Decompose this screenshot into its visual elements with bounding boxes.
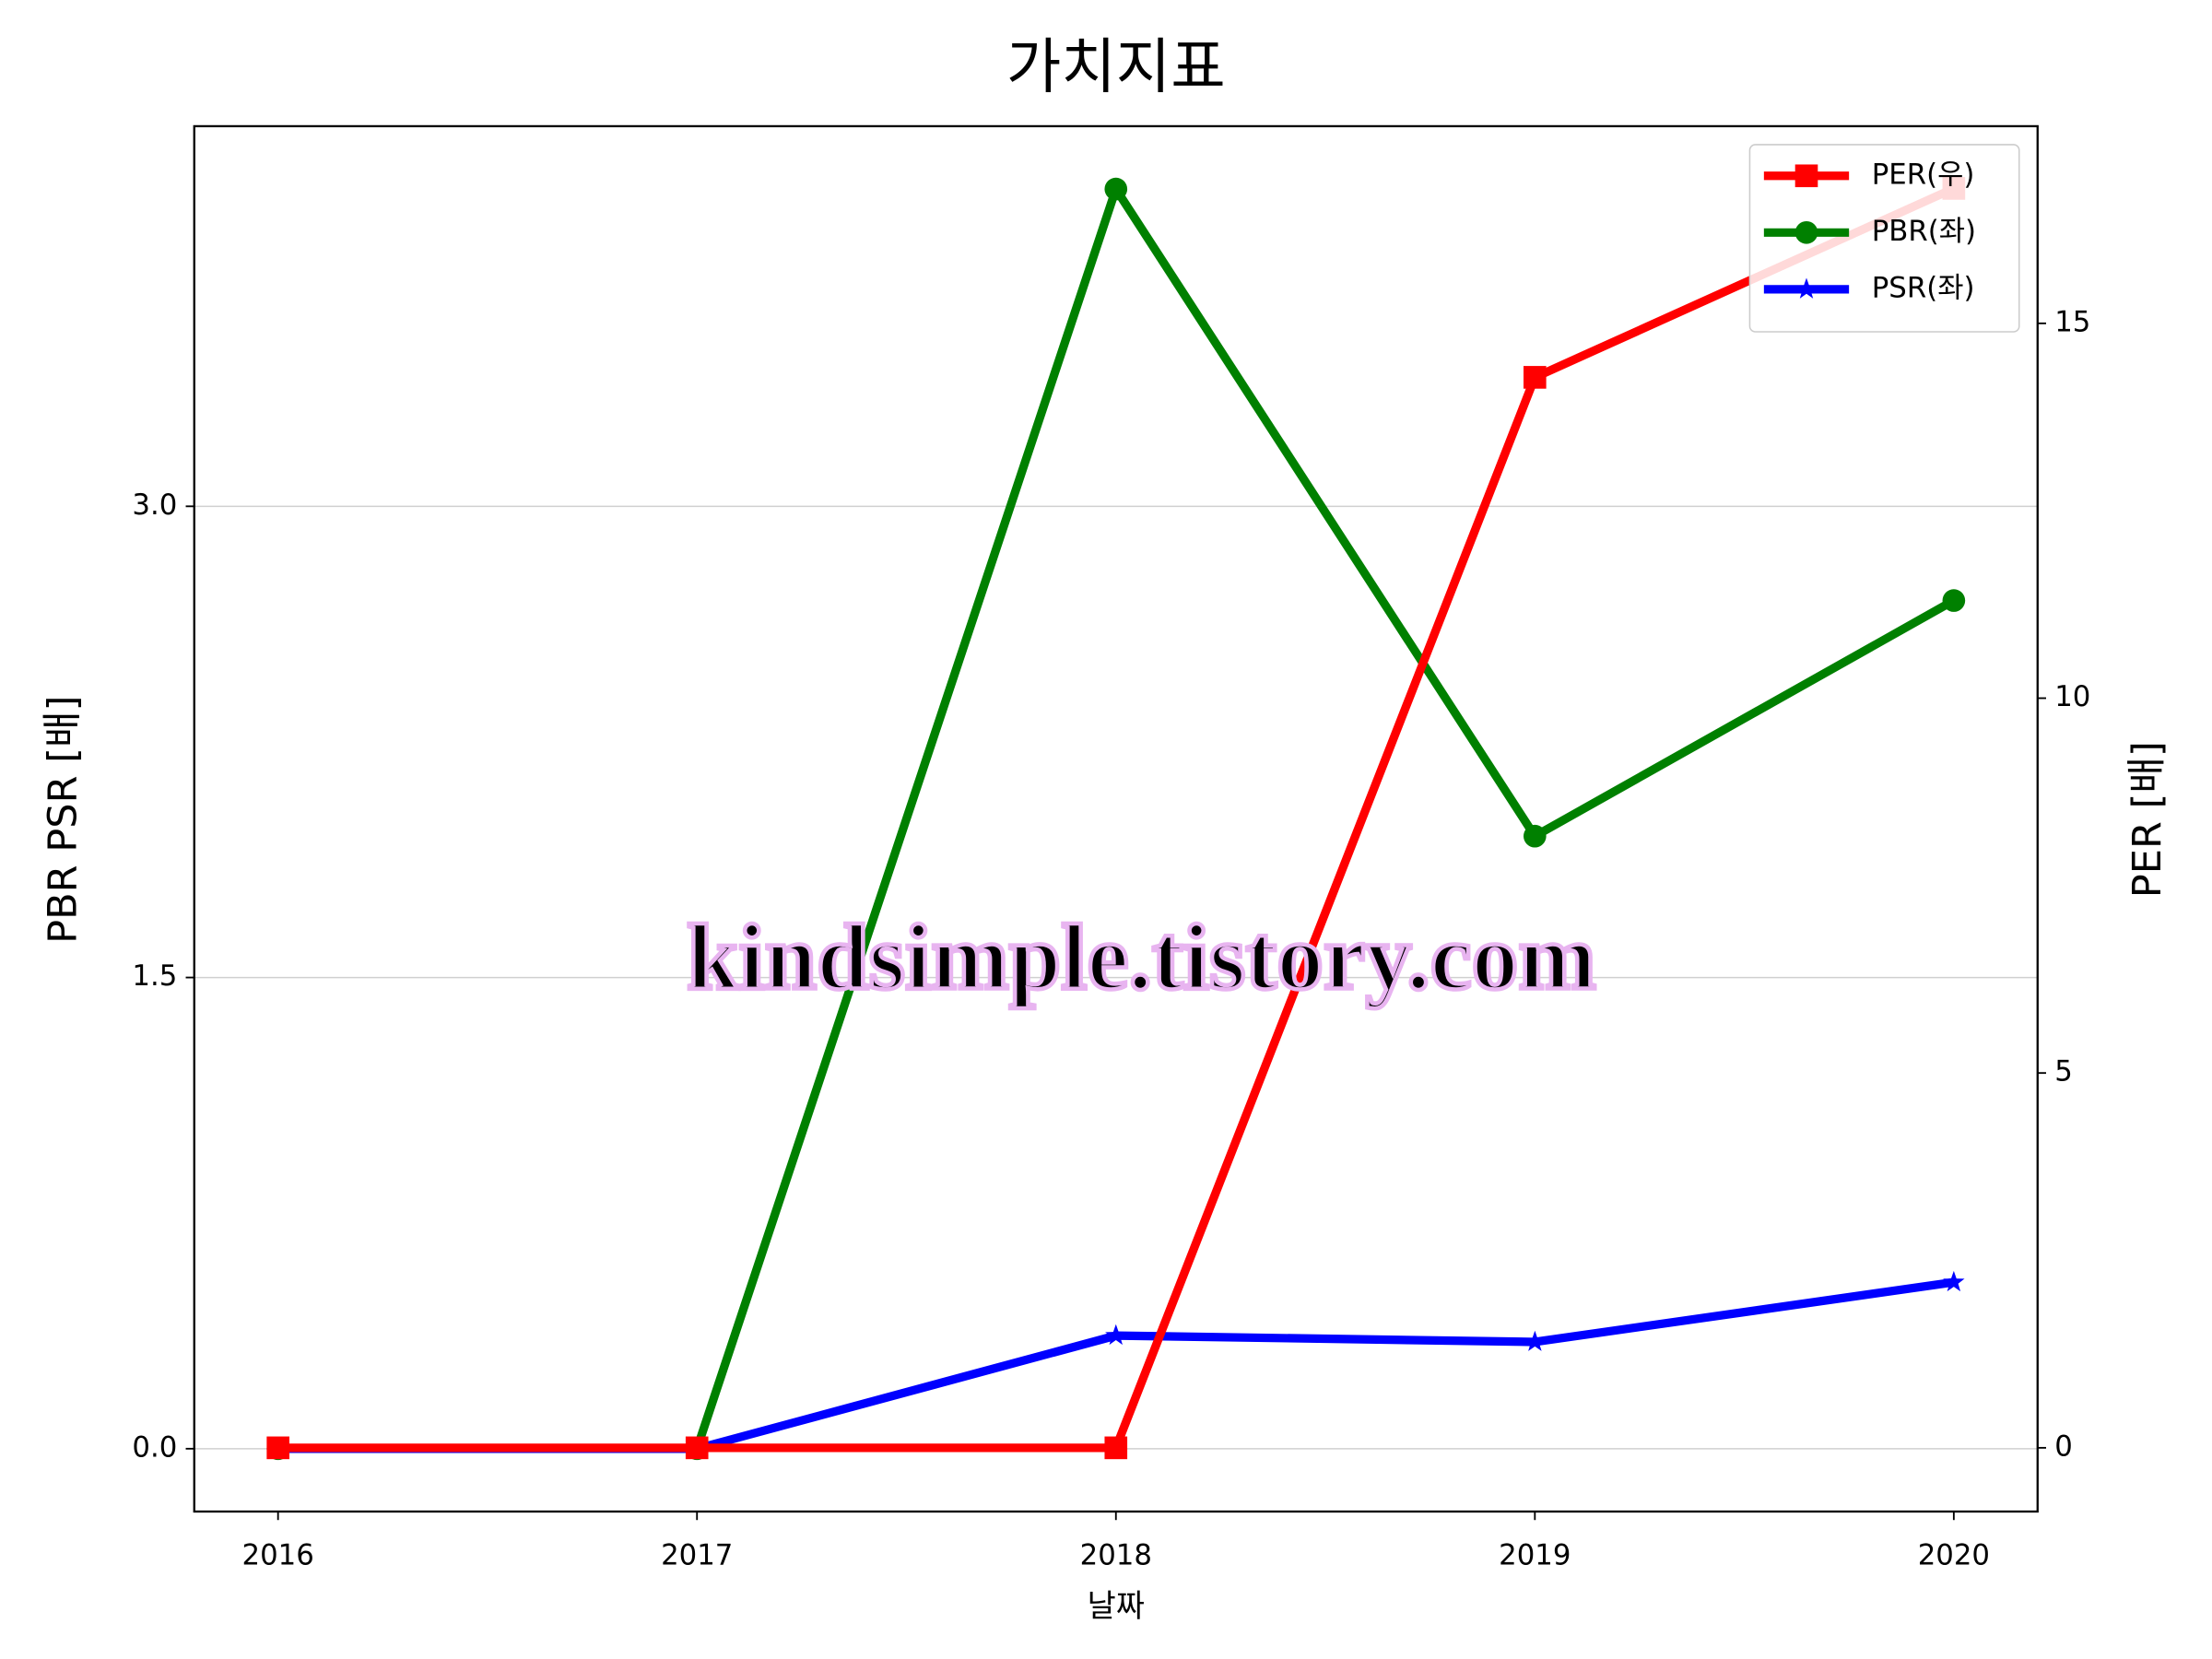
y-tick-label: 1.5 (132, 959, 177, 993)
y-tick-label: 0.0 (132, 1430, 177, 1464)
legend-marker (1795, 277, 1818, 299)
marker (1524, 1330, 1547, 1351)
legend-label: PER(우) (1872, 158, 1975, 191)
marker (685, 1436, 709, 1460)
legend-label: PSR(좌) (1872, 271, 1975, 304)
y-tick-label: 3.0 (132, 488, 177, 522)
x-tick-label: 2020 (1918, 1539, 1990, 1572)
marker (266, 1436, 289, 1460)
legend-marker (1794, 164, 1818, 188)
legend-label: PBR(좌) (1872, 215, 1976, 248)
x-tick-label: 2018 (1080, 1539, 1152, 1572)
y2-tick-label: 5 (2054, 1055, 2073, 1088)
y2-axis-label: PER [배] (2124, 741, 2171, 898)
x-tick-label: 2017 (661, 1539, 733, 1572)
marker (1942, 589, 1966, 612)
marker (1104, 177, 1128, 201)
watermark: kindsimple.tistory.com (687, 906, 1596, 1009)
y2-tick-label: 0 (2054, 1430, 2073, 1463)
marker (1104, 1436, 1128, 1460)
plot-frame (193, 124, 2039, 1513)
y2-tick-label: 10 (2054, 680, 2090, 713)
y2-tick-label: 15 (2054, 305, 2090, 338)
x-tick-label: 2016 (242, 1539, 314, 1572)
marker (1943, 1270, 1965, 1292)
marker (1524, 824, 1547, 848)
marker (1524, 366, 1547, 389)
chart-title: 가치지표 (1006, 33, 1226, 102)
y-axis-label: PBR PSR [배] (40, 696, 86, 944)
marker (1105, 1324, 1127, 1346)
x-tick-label: 2019 (1499, 1539, 1571, 1572)
x-axis-label: 날짜 (1088, 1588, 1145, 1624)
legend-marker (1794, 221, 1818, 244)
